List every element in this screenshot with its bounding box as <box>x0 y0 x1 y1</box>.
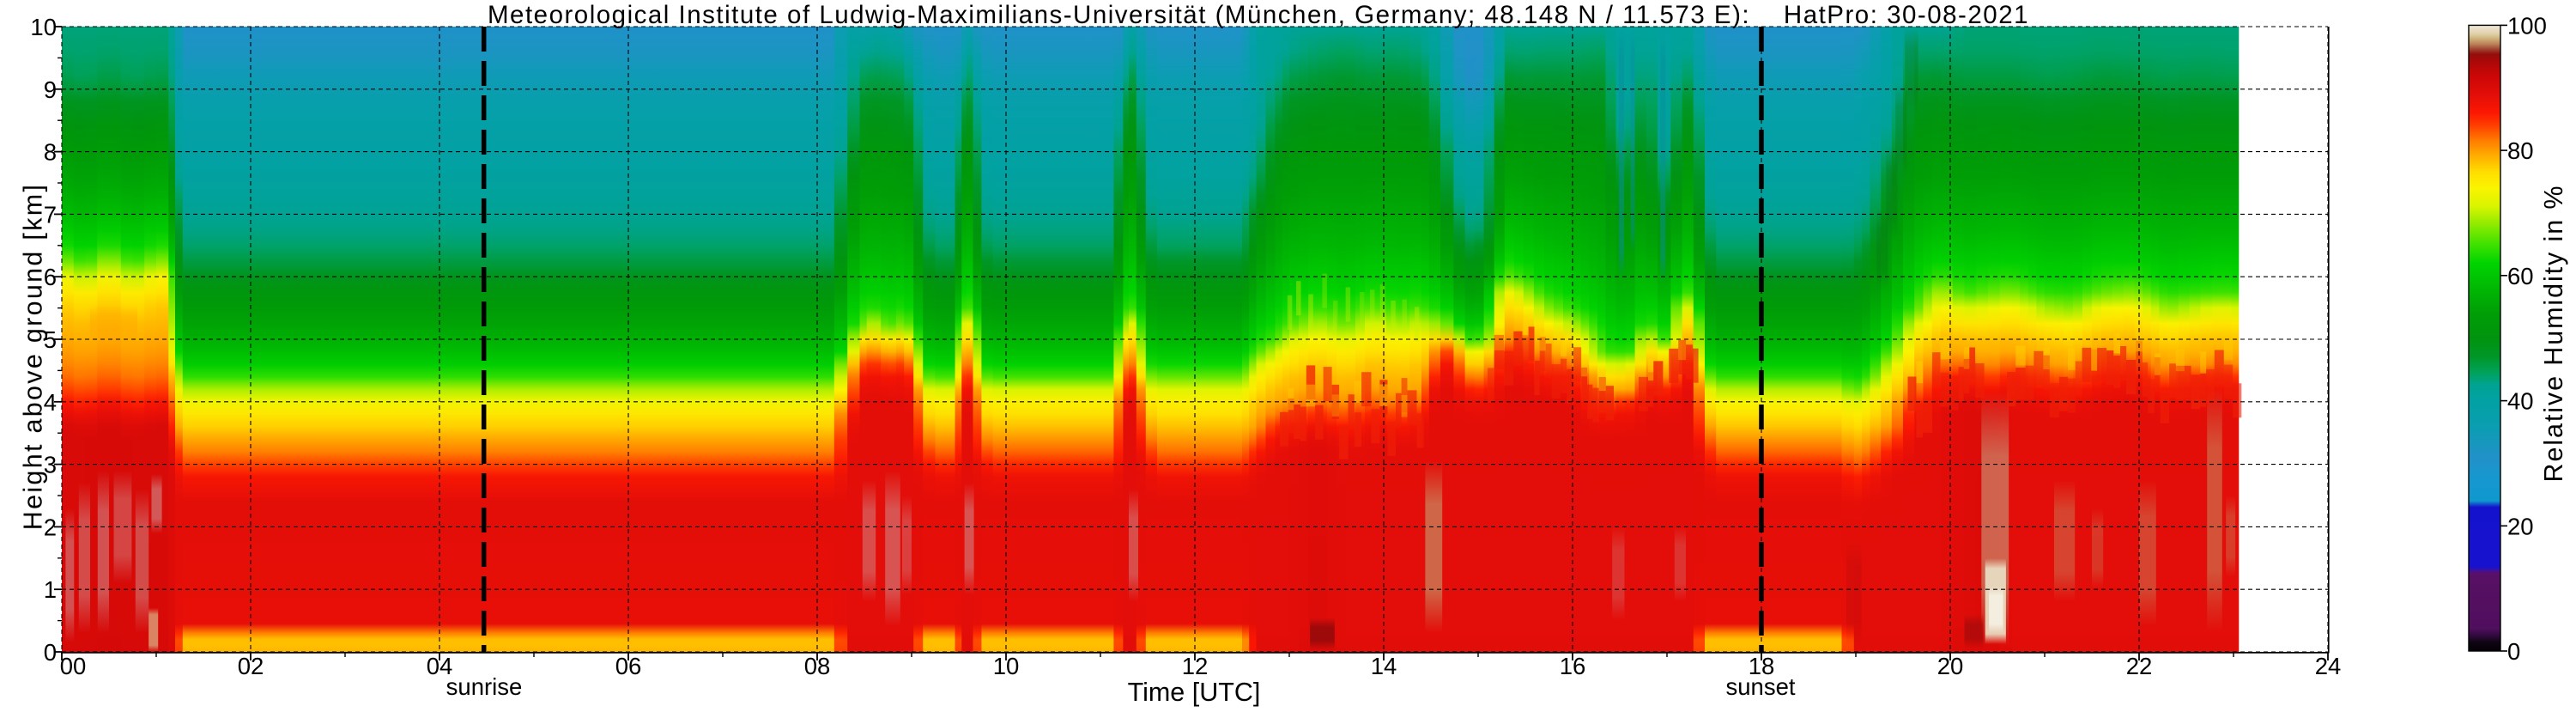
svg-text:1: 1 <box>44 576 57 603</box>
svg-text:80: 80 <box>2507 137 2534 164</box>
svg-text:3: 3 <box>44 452 57 478</box>
svg-text:Time [UTC]: Time [UTC] <box>1128 678 1261 707</box>
svg-text:22: 22 <box>2126 653 2153 679</box>
svg-text:8: 8 <box>44 139 57 166</box>
svg-text:2: 2 <box>44 514 57 540</box>
svg-text:0: 0 <box>44 639 57 666</box>
svg-text:08: 08 <box>804 653 831 679</box>
svg-text:16: 16 <box>1560 653 1586 679</box>
svg-text:Relative Humidity in %: Relative Humidity in % <box>2539 185 2568 483</box>
svg-text:00: 00 <box>60 653 87 679</box>
svg-text:20: 20 <box>2507 513 2534 539</box>
svg-text:100: 100 <box>2507 12 2547 39</box>
svg-text:12: 12 <box>1182 653 1209 679</box>
svg-text:02: 02 <box>238 653 264 679</box>
svg-text:7: 7 <box>44 201 57 228</box>
svg-text:20: 20 <box>1937 653 1964 679</box>
svg-text:sunset: sunset <box>1725 673 1795 700</box>
svg-text:24: 24 <box>2315 653 2342 679</box>
svg-text:18: 18 <box>1749 653 1775 679</box>
svg-text:0: 0 <box>2507 638 2520 665</box>
svg-text:60: 60 <box>2507 263 2534 289</box>
svg-text:06: 06 <box>615 653 642 679</box>
svg-text:sunrise: sunrise <box>446 673 523 700</box>
svg-text:4: 4 <box>44 389 57 416</box>
svg-text:14: 14 <box>1371 653 1397 679</box>
svg-text:10: 10 <box>993 653 1020 679</box>
svg-text:9: 9 <box>44 76 57 103</box>
svg-text:04: 04 <box>427 653 453 679</box>
svg-text:6: 6 <box>44 264 57 290</box>
svg-text:40: 40 <box>2507 388 2534 415</box>
svg-text:10: 10 <box>30 14 57 40</box>
svg-text:Meteorological Institute of Lu: Meteorological Institute of Ludwig-Maxim… <box>488 1 2029 29</box>
svg-text:5: 5 <box>44 326 57 353</box>
svg-text:Height above ground [km]: Height above ground [km] <box>19 183 48 530</box>
